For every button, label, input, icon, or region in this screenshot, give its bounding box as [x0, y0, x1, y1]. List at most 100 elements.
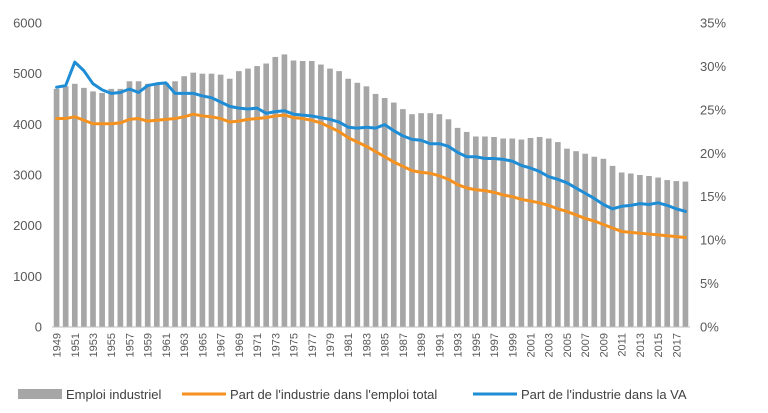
x-tick-label: 1957: [124, 333, 136, 357]
bar-1974: [281, 54, 288, 327]
bar-2017: [673, 181, 680, 327]
series-line-va: [55, 60, 687, 213]
x-tick-label: 1963: [179, 333, 191, 357]
bar-1951: [71, 83, 78, 327]
y-tick-label: 3000: [13, 168, 42, 183]
x-tick-label: 2007: [580, 333, 592, 357]
bar-1959: [144, 83, 151, 327]
bar-1977: [308, 61, 315, 327]
bar-1987: [400, 109, 406, 327]
bar-1975: [290, 60, 297, 328]
lines-group: [55, 60, 687, 240]
x-tick-label: 1953: [88, 333, 100, 357]
x-tick-label: 1997: [489, 333, 501, 357]
bar-1957: [126, 81, 133, 328]
bar-1962: [172, 81, 178, 328]
x-tick-label: 1967: [216, 333, 228, 357]
bar-1976: [299, 61, 306, 327]
bar-2016: [664, 180, 671, 327]
x-tick-label: 1951: [70, 333, 82, 357]
bar-2011: [618, 172, 625, 327]
y2-tick-label: 30%: [700, 59, 726, 74]
x-tick-label: 1959: [143, 333, 155, 357]
legend-label-va: Part de l'industrie dans la VA: [521, 387, 687, 402]
bar-1950: [62, 86, 69, 327]
x-tick-label: 1979: [325, 333, 337, 357]
bar-2001: [527, 138, 534, 327]
legend-swatch-bars: [18, 389, 62, 399]
bar-2010: [609, 165, 616, 327]
x-tick-label: 1989: [416, 333, 428, 357]
y2-tick-label: 25%: [700, 102, 726, 117]
bar-2014: [646, 176, 652, 327]
bar-1958: [135, 81, 142, 328]
series-line-emploi-total: [55, 112, 687, 240]
bar-1960: [153, 83, 160, 327]
x-tick-label: 2009: [598, 333, 610, 357]
bar-1953: [90, 91, 96, 328]
y-tick-label: 1000: [13, 269, 42, 284]
bar-1955: [108, 88, 115, 328]
y-tick-label: 6000: [13, 16, 42, 31]
x-tick-label: 2005: [562, 333, 574, 357]
x-tick-label: 1971: [252, 333, 264, 357]
bar-1967: [217, 74, 224, 328]
bar-1972: [263, 63, 270, 327]
x-tick-label: 1991: [434, 333, 446, 357]
x-tick-label: 2003: [544, 333, 556, 357]
bar-2015: [655, 177, 661, 327]
x-tick-label: 1975: [289, 333, 301, 357]
bar-1980: [336, 71, 342, 327]
y2-tick-label: 35%: [700, 16, 726, 31]
x-tick-label: 1983: [361, 333, 373, 357]
bar-1963: [181, 76, 187, 327]
x-tick-label: 1999: [507, 333, 519, 357]
bar-1966: [208, 73, 215, 327]
bar-1973: [272, 56, 279, 327]
bar-1978: [318, 64, 324, 328]
bar-1964: [190, 72, 197, 328]
bar-2009: [600, 158, 607, 327]
bar-2002: [536, 137, 543, 327]
bar-2012: [627, 173, 634, 327]
bar-1984: [372, 93, 379, 328]
x-axis-ticks: 1949 1951 1953 1955 1957 1959 1961 1963 1965 1967…: [52, 333, 684, 357]
bar-1954: [99, 92, 105, 327]
bar-1979: [327, 68, 333, 327]
bar-2006: [573, 151, 579, 327]
bar-1983: [363, 86, 370, 327]
legend-label-emploi: Part de l'industrie dans l'emploi total: [230, 387, 437, 402]
bar-1990: [427, 113, 434, 327]
legend-label-bars: Emploi industriel: [66, 387, 161, 402]
x-tick-label: 2013: [635, 333, 647, 357]
bar-2005: [564, 148, 570, 327]
bar-2004: [555, 142, 561, 327]
x-tick-label: 1981: [343, 333, 355, 357]
bar-1982: [354, 82, 361, 327]
bar-1991: [436, 114, 443, 327]
bar-2013: [637, 175, 643, 327]
x-tick-label: 2017: [671, 333, 683, 357]
y-tick-label: 0: [35, 320, 42, 335]
bar-1985: [381, 97, 388, 328]
y2-tick-label: 0%: [700, 320, 719, 335]
legend: Emploi industriel Part de l'industrie da…: [18, 387, 687, 402]
bar-1971: [254, 66, 260, 327]
bar-2008: [591, 156, 598, 327]
bar-1949: [53, 88, 60, 328]
bar-1970: [245, 68, 251, 327]
bar-1965: [199, 73, 206, 327]
bar-1952: [81, 87, 87, 327]
bar-1986: [390, 102, 397, 327]
x-tick-label: 1961: [161, 333, 173, 357]
left-axis-ticks: 0 1000 2000 3000 4000 5000 6000: [13, 16, 42, 335]
bar-2007: [582, 153, 589, 327]
x-tick-label: 1969: [234, 333, 246, 357]
x-tick-label: 1973: [270, 333, 282, 357]
bar-1989: [418, 113, 424, 327]
y2-tick-label: 5%: [700, 276, 719, 291]
bar-1981: [345, 78, 352, 327]
bar-1996: [482, 136, 488, 327]
y2-tick-label: 10%: [700, 233, 726, 248]
